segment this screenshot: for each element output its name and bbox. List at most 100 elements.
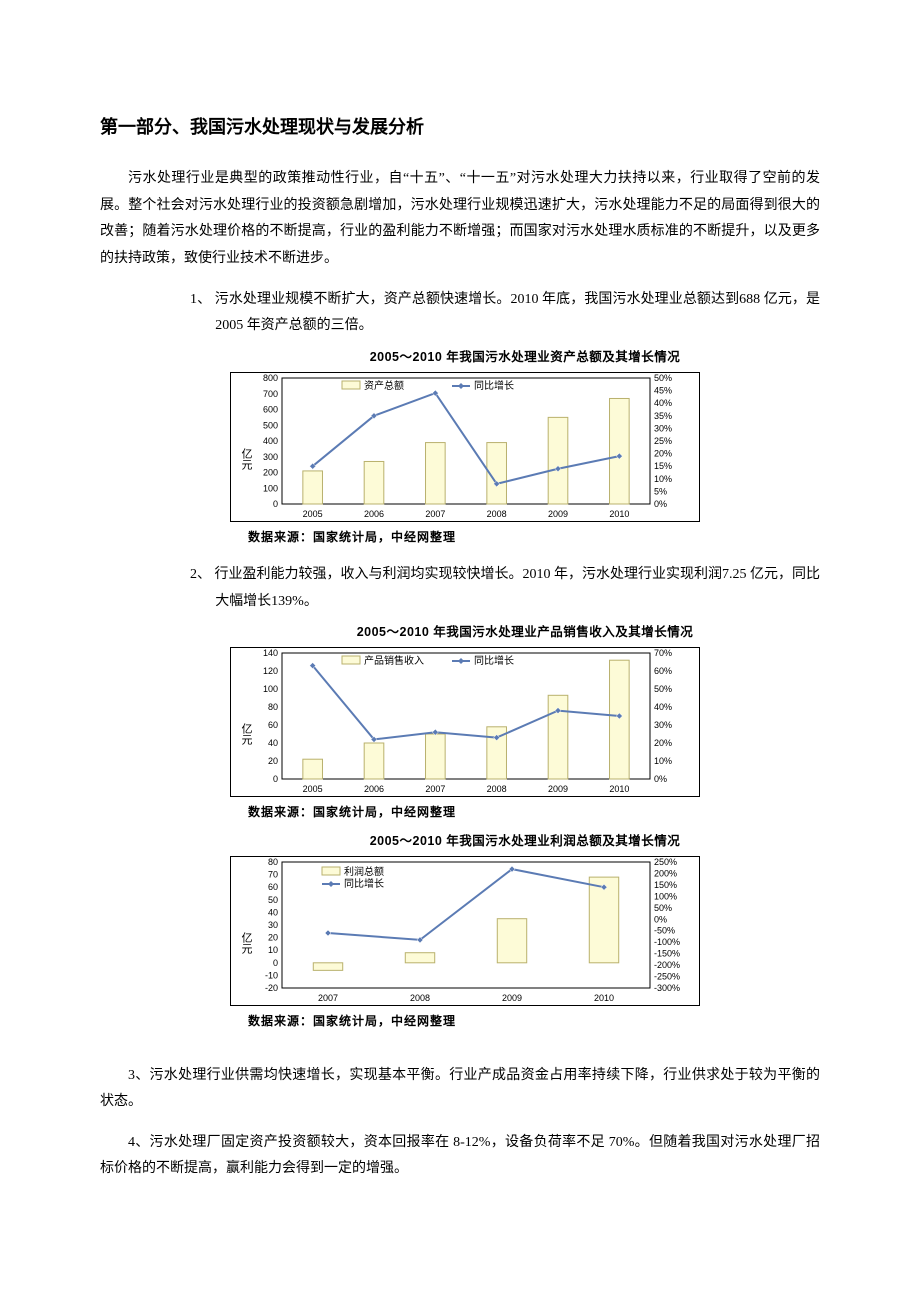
svg-text:0: 0 bbox=[273, 774, 278, 784]
svg-text:2010: 2010 bbox=[609, 509, 629, 519]
svg-text:-20: -20 bbox=[265, 983, 278, 993]
list-item-2: 2、 行业盈利能力较强，收入与利润均实现较快增长。2010 年，污水处理行业实现… bbox=[190, 562, 820, 615]
svg-text:50%: 50% bbox=[654, 684, 672, 694]
svg-text:60%: 60% bbox=[654, 666, 672, 676]
svg-text:60: 60 bbox=[268, 720, 278, 730]
chart-2-svg: 0 20 40 60 80 100 120 140 亿元 0% 10% 20% 30% 40% 50% 60%… bbox=[230, 647, 700, 797]
chart-3-source: 数据来源：国家统计局，中经网整理 bbox=[248, 1010, 820, 1033]
svg-text:0: 0 bbox=[273, 958, 278, 968]
svg-text:40%: 40% bbox=[654, 702, 672, 712]
svg-text:80: 80 bbox=[268, 702, 278, 712]
svg-text:2008: 2008 bbox=[410, 993, 430, 1003]
chart-2-source: 数据来源：国家统计局，中经网整理 bbox=[248, 801, 820, 824]
page: 第一部分、我国污水处理现状与发展分析 污水处理行业是典型的政策推动性行业，自“十… bbox=[0, 0, 920, 1253]
svg-text:2005: 2005 bbox=[303, 509, 323, 519]
svg-text:20%: 20% bbox=[654, 448, 672, 458]
svg-text:15%: 15% bbox=[654, 461, 672, 471]
svg-text:亿元: 亿元 bbox=[240, 447, 253, 469]
svg-text:2007: 2007 bbox=[318, 993, 338, 1003]
svg-text:35%: 35% bbox=[654, 410, 672, 420]
svg-text:150%: 150% bbox=[654, 880, 677, 890]
svg-text:2007: 2007 bbox=[425, 784, 445, 794]
chart-3-svg: -20-1001020304050607080亿元-300%-250%-200%… bbox=[230, 856, 700, 1006]
svg-text:2010: 2010 bbox=[609, 784, 629, 794]
svg-text:300: 300 bbox=[263, 451, 278, 461]
svg-text:-50%: -50% bbox=[654, 926, 675, 936]
svg-text:20%: 20% bbox=[654, 738, 672, 748]
svg-text:40: 40 bbox=[268, 907, 278, 917]
svg-text:10%: 10% bbox=[654, 756, 672, 766]
svg-text:2008: 2008 bbox=[487, 509, 507, 519]
svg-text:5%: 5% bbox=[654, 486, 667, 496]
svg-text:0: 0 bbox=[273, 499, 278, 509]
svg-text:250%: 250% bbox=[654, 857, 677, 867]
svg-text:100: 100 bbox=[263, 483, 278, 493]
svg-text:2005: 2005 bbox=[303, 784, 323, 794]
svg-text:20: 20 bbox=[268, 756, 278, 766]
svg-text:同比增长: 同比增长 bbox=[474, 379, 514, 392]
chart-2-title: 2005～2010 年我国污水处理业产品销售收入及其增长情况 bbox=[230, 621, 820, 645]
svg-text:-150%: -150% bbox=[654, 948, 680, 958]
svg-text:2009: 2009 bbox=[548, 784, 568, 794]
svg-text:200: 200 bbox=[263, 467, 278, 477]
svg-text:同比增长: 同比增长 bbox=[474, 654, 514, 667]
svg-text:80: 80 bbox=[268, 857, 278, 867]
svg-text:2009: 2009 bbox=[502, 993, 522, 1003]
svg-text:产品销售收入: 产品销售收入 bbox=[364, 654, 424, 667]
svg-text:0%: 0% bbox=[654, 914, 667, 924]
svg-text:亿元: 亿元 bbox=[240, 723, 253, 745]
svg-text:2007: 2007 bbox=[425, 509, 445, 519]
svg-text:400: 400 bbox=[263, 436, 278, 446]
svg-text:120: 120 bbox=[263, 666, 278, 676]
svg-text:资产总额: 资产总额 bbox=[364, 379, 404, 392]
svg-text:亿元: 亿元 bbox=[240, 931, 253, 953]
chart-1-block: 2005～2010 年我国污水处理业资产总额及其增长情况 0 100 200 300 4… bbox=[230, 346, 820, 549]
chart-1-title: 2005～2010 年我国污水处理业资产总额及其增长情况 bbox=[230, 346, 820, 370]
svg-text:2008: 2008 bbox=[487, 784, 507, 794]
svg-text:2009: 2009 bbox=[548, 509, 568, 519]
chart-3-block: 2005～2010 年我国污水处理业利润总额及其增长情况 -20 -10 0 10 20… bbox=[230, 830, 820, 1033]
svg-text:10%: 10% bbox=[654, 473, 672, 483]
svg-text:800: 800 bbox=[263, 373, 278, 383]
svg-text:10: 10 bbox=[268, 945, 278, 955]
svg-text:30: 30 bbox=[268, 920, 278, 930]
svg-text:70: 70 bbox=[268, 869, 278, 879]
svg-text:50%: 50% bbox=[654, 903, 672, 913]
chart-3-title: 2005～2010 年我国污水处理业利润总额及其增长情况 bbox=[230, 830, 820, 854]
svg-text:100%: 100% bbox=[654, 891, 677, 901]
intro-paragraph: 污水处理行业是典型的政策推动性行业，自“十五”、“十一五”对污水处理大力扶持以来… bbox=[100, 166, 820, 272]
svg-text:30%: 30% bbox=[654, 423, 672, 433]
list-item-1: 1、 污水处理业规模不断扩大，资产总额快速增长。2010 年底，我国污水处理业总… bbox=[190, 287, 820, 340]
svg-text:100: 100 bbox=[263, 684, 278, 694]
svg-text:-100%: -100% bbox=[654, 937, 680, 947]
paragraph-4: 4、污水处理厂固定资产投资额较大，资本回报率在 8-12%，设备负荷率不足 70… bbox=[100, 1130, 820, 1183]
svg-text:-250%: -250% bbox=[654, 971, 680, 981]
svg-text:700: 700 bbox=[263, 388, 278, 398]
svg-text:45%: 45% bbox=[654, 385, 672, 395]
section-title: 第一部分、我国污水处理现状与发展分析 bbox=[100, 110, 820, 144]
svg-text:50: 50 bbox=[268, 895, 278, 905]
svg-text:-10: -10 bbox=[265, 970, 278, 980]
svg-text:30%: 30% bbox=[654, 720, 672, 730]
svg-text:50%: 50% bbox=[654, 373, 672, 383]
svg-text:200%: 200% bbox=[654, 868, 677, 878]
svg-text:20: 20 bbox=[268, 932, 278, 942]
svg-text:-200%: -200% bbox=[654, 960, 680, 970]
chart-1-svg: 0 100 200 300 400 500 600 700 800 亿元 0% 5% 10% 15% 20%… bbox=[230, 372, 700, 522]
svg-text:70%: 70% bbox=[654, 648, 672, 658]
svg-text:2006: 2006 bbox=[364, 784, 384, 794]
svg-text:2006: 2006 bbox=[364, 509, 384, 519]
svg-text:0%: 0% bbox=[654, 774, 667, 784]
svg-text:同比增长: 同比增长 bbox=[344, 877, 384, 890]
svg-text:0%: 0% bbox=[654, 499, 667, 509]
svg-text:利润总额: 利润总额 bbox=[344, 865, 384, 878]
paragraph-3: 3、污水处理行业供需均快速增长，实现基本平衡。行业产成品资金占用率持续下降，行业… bbox=[100, 1063, 820, 1116]
svg-text:140: 140 bbox=[263, 648, 278, 658]
chart-2-block: 2005～2010 年我国污水处理业产品销售收入及其增长情况 0 20 40 60 80… bbox=[230, 621, 820, 824]
chart-1-source: 数据来源：国家统计局，中经网整理 bbox=[248, 526, 820, 549]
svg-text:40%: 40% bbox=[654, 398, 672, 408]
svg-text:500: 500 bbox=[263, 420, 278, 430]
svg-text:40: 40 bbox=[268, 738, 278, 748]
svg-text:600: 600 bbox=[263, 404, 278, 414]
svg-text:25%: 25% bbox=[654, 436, 672, 446]
